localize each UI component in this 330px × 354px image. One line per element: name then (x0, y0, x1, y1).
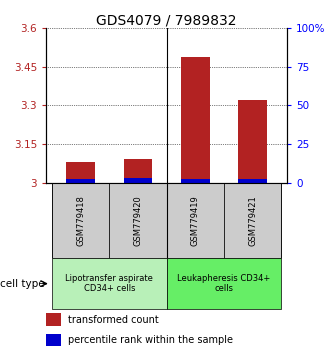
Text: percentile rank within the sample: percentile rank within the sample (68, 335, 233, 345)
Text: transformed count: transformed count (68, 315, 159, 325)
Text: cell type: cell type (0, 279, 45, 289)
Bar (181, 57, 210, 183)
Bar (66, 179, 95, 183)
Text: GSM779419: GSM779419 (191, 195, 200, 246)
Bar (52, 183, 109, 258)
Title: GDS4079 / 7989832: GDS4079 / 7989832 (96, 13, 237, 27)
Bar (238, 100, 267, 183)
Text: Leukapheresis CD34+
cells: Leukapheresis CD34+ cells (178, 274, 271, 293)
Text: GSM779418: GSM779418 (76, 195, 85, 246)
Bar (224, 183, 281, 258)
Bar (181, 179, 210, 183)
Bar (46, 334, 61, 346)
Bar (167, 258, 281, 309)
Bar (124, 178, 152, 183)
Bar (46, 313, 61, 326)
Text: GSM779420: GSM779420 (133, 195, 143, 246)
Text: GSM779421: GSM779421 (248, 195, 257, 246)
Bar (238, 179, 267, 183)
Bar (52, 258, 167, 309)
Text: Lipotransfer aspirate
CD34+ cells: Lipotransfer aspirate CD34+ cells (65, 274, 153, 293)
Bar (66, 162, 95, 183)
Bar (124, 159, 152, 183)
Bar (109, 183, 167, 258)
Bar (167, 183, 224, 258)
